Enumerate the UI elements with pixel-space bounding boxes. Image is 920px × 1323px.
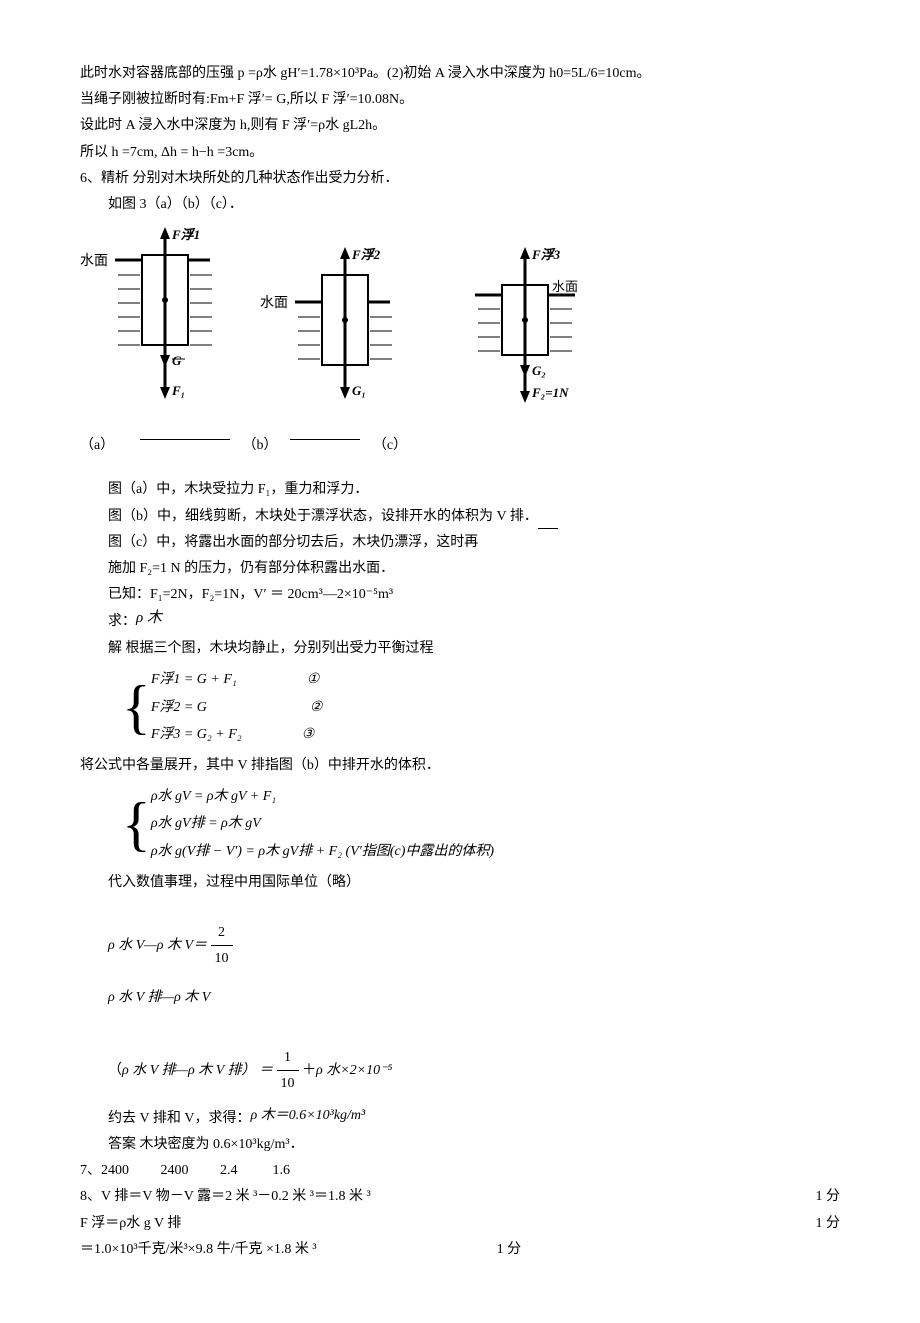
svg-text:F浮2: F浮2 — [351, 247, 381, 262]
equation-system-2: { ρ水 gV = ρ木 gV + F₁ ρ水 gV排 = ρ木 gV ρ水 g… — [122, 784, 840, 864]
text-line: 将公式中各量展开，其中 V 排指图（b）中排开水的体积． — [80, 753, 840, 778]
text-line: 当绳子刚被拉断时有:Fm+F 浮′= G,所以 F 浮′=10.08N。 — [80, 87, 840, 112]
score-label: 1 分 — [816, 1211, 841, 1236]
label-water-a: 水面 — [80, 253, 108, 269]
score-label: 1 分 — [816, 1184, 841, 1209]
svg-text:G₁: G₁ — [352, 383, 366, 398]
svg-text:F浮3: F浮3 — [531, 247, 561, 262]
text-line: 此时水对容器底部的压强 p =ρ水 gH′=1.78×10³Pa。(2)初始 A… — [80, 61, 840, 86]
text-line: 约去 V 排和 V，求得：ρ 木＝0.6×10³kg/m³ — [80, 1106, 840, 1131]
text-line: 图（c）中，将露出水面的部分切去后，木块仍漂浮，这时再 — [80, 530, 840, 555]
text-line: 设此时 A 浸入水中深度为 h,则有 F 浮′=ρ水 gL2h。 — [80, 113, 840, 138]
svg-text:F₂=1N: F₂=1N — [531, 385, 569, 400]
equation-line: ρ 水 V 排—ρ 木 V — [80, 985, 840, 1010]
text-line: 施加 F₂=1 N 的压力，仍有部分体积露出水面． — [80, 556, 840, 581]
text-line: 7、2400 2400 2.4 1.6 — [80, 1158, 840, 1183]
text-line: 已知：F₁=2N，F₂=1N，V′ ＝ 20cm³—2×10⁻⁵m³ — [80, 582, 840, 607]
text-line: 如图 3（a）（b）（c）． — [80, 192, 840, 217]
svg-text:水面: 水面 — [260, 295, 288, 311]
scored-line: 8、V 排＝V 物－V 露＝2 米 ³－0.2 米 ³＝1.8 米 ³1 分 — [80, 1184, 840, 1209]
equation-line: ρ 水 V—ρ 木 V＝ 210 — [80, 920, 840, 971]
text-line: 求：ρ 木 — [80, 608, 840, 635]
svg-text:G₂: G₂ — [532, 363, 546, 378]
svg-text:G: G — [172, 353, 182, 368]
svg-text:F浮1: F浮1 — [171, 227, 200, 242]
text-line: 代入数值事理，过程中用国际单位（略） — [80, 870, 840, 895]
text-line: 答案 木块密度为 0.6×10³kg/m³． — [80, 1132, 840, 1157]
text-line: 所以 h =7cm, Δh = h−h =3cm。 — [80, 140, 840, 165]
equation-system-1: { F浮1 = G + F₁① F浮2 = G② F浮3 = G₂ + F₂③ — [122, 667, 840, 747]
svg-text:F₁: F₁ — [171, 383, 185, 398]
scored-line: F 浮＝ρ水 g V 排1 分 — [80, 1211, 840, 1236]
physics-diagram: 水面 F浮1 G F₁ 水面 — [80, 225, 600, 425]
equation-line: （ρ 水 V 排—ρ 木 V 排） ＝ 110 ＋ρ 水×2×10⁻⁵ — [80, 1045, 840, 1096]
svg-text:水面: 水面 — [552, 279, 578, 294]
text-line: 图（a）中，木块受拉力 F₁，重力和浮力． — [80, 477, 840, 502]
diagram-captions: （a） （b） （c） — [80, 433, 840, 458]
scored-line: ＝1.0×10³千克/米³×9.8 牛/千克 ×1.8 米 ³ 1 分 — [80, 1237, 840, 1262]
text-line: 6、精析 分别对木块所处的几种状态作出受力分析． — [80, 166, 840, 191]
text-line: 解 根据三个图，木块均静止，分别列出受力平衡过程 — [80, 636, 840, 661]
text-line: 图（b）中，细线剪断，木块处于漂浮状态，设排开水的体积为 V 排． — [80, 504, 840, 529]
score-label: 1 分 — [497, 1237, 522, 1262]
